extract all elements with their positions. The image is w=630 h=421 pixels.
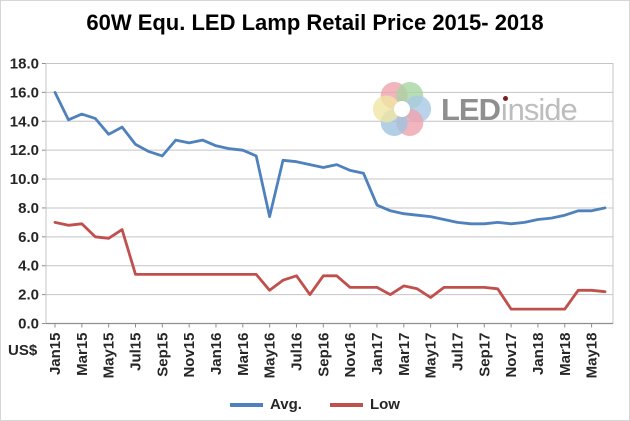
x-tick-label: Jul15 — [127, 333, 144, 371]
x-tick-label: Sep15 — [154, 333, 171, 377]
legend-item-avg: Avg. — [230, 396, 302, 413]
series-line-avg — [53, 91, 607, 226]
x-tick-label: Jan15 — [47, 333, 64, 376]
x-tick-label: Mar15 — [74, 333, 91, 376]
logo-petal — [372, 95, 400, 123]
x-tick-label: Mar16 — [235, 333, 252, 376]
x-tick-label: Nov16 — [342, 333, 359, 378]
x-tick-label: Sep16 — [315, 333, 332, 377]
x-tick-label: May18 — [584, 333, 601, 379]
y-tick-label: 14.0 — [10, 113, 39, 130]
logo-text-bold: LED — [441, 91, 501, 127]
logo-flower-icon — [372, 82, 432, 136]
x-tick-label: Mar17 — [396, 333, 413, 376]
low-line-swatch — [329, 402, 363, 407]
x-tick-label: Jan17 — [369, 333, 386, 376]
y-tick-label: 2.0 — [18, 287, 39, 304]
x-tick-label: Nov15 — [181, 333, 198, 378]
x-tick-label: May16 — [262, 333, 279, 379]
y-tick-label: 10.0 — [10, 171, 39, 188]
y-tick-label: 6.0 — [18, 229, 39, 246]
y-axis-unit-label: US$ — [8, 342, 38, 359]
legend: Avg. Low — [1, 396, 629, 413]
x-tick-label: Mar18 — [557, 333, 574, 376]
logo-red-dot-icon — [503, 95, 508, 101]
y-tick-label: 18.0 — [10, 56, 39, 73]
x-tick-label: Sep17 — [476, 333, 493, 377]
x-tick-label: May15 — [101, 333, 118, 379]
x-tick-label: Jul16 — [288, 333, 305, 371]
chart-title: 60W Equ. LED Lamp Retail Price 2015- 201… — [86, 10, 544, 35]
legend-item-low: Low — [329, 396, 400, 413]
x-tick-label: Nov17 — [503, 333, 520, 378]
avg-line-swatch — [230, 402, 264, 407]
y-tick-label: 0.0 — [18, 316, 39, 333]
logo-text-light: ınside — [500, 91, 578, 127]
ledinside-logo: LEDınside — [372, 80, 578, 138]
x-tick-label: Jan16 — [208, 333, 225, 376]
x-tick-label: May17 — [423, 333, 440, 379]
x-tick-label: Jul17 — [449, 333, 466, 371]
logo-text: LEDınside — [441, 91, 578, 127]
legend-low-label: Low — [369, 396, 400, 413]
y-tick-label: 16.0 — [10, 84, 39, 101]
series-line-low — [53, 220, 607, 311]
x-tick-label: Jan18 — [530, 333, 547, 376]
logo-center — [394, 101, 410, 117]
y-tick-label: 4.0 — [18, 258, 39, 275]
y-tick-label: 8.0 — [18, 200, 39, 217]
legend-avg-label: Avg. — [270, 396, 302, 413]
y-tick-label: 12.0 — [10, 142, 39, 159]
